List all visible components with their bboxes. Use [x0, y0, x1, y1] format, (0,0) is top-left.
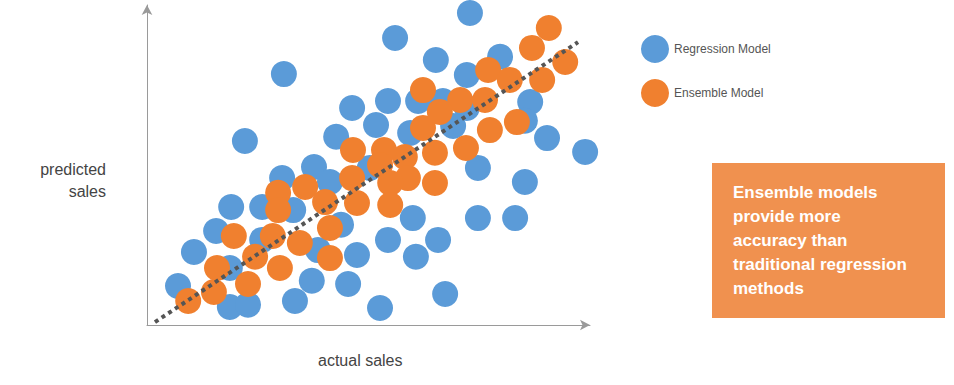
svg-text:accuracy than: accuracy than	[733, 231, 847, 250]
svg-text:predicted: predicted	[40, 161, 106, 178]
svg-text:actual sales: actual sales	[318, 352, 403, 369]
svg-text:Regression Model: Regression Model	[674, 42, 771, 56]
svg-text:methods: methods	[733, 279, 804, 298]
svg-text:Ensemble models: Ensemble models	[733, 183, 878, 202]
svg-text:sales: sales	[69, 183, 106, 200]
svg-text:Ensemble Model: Ensemble Model	[674, 86, 763, 100]
svg-text:traditional regression: traditional regression	[733, 255, 907, 274]
svg-text:provide more: provide more	[733, 207, 841, 226]
